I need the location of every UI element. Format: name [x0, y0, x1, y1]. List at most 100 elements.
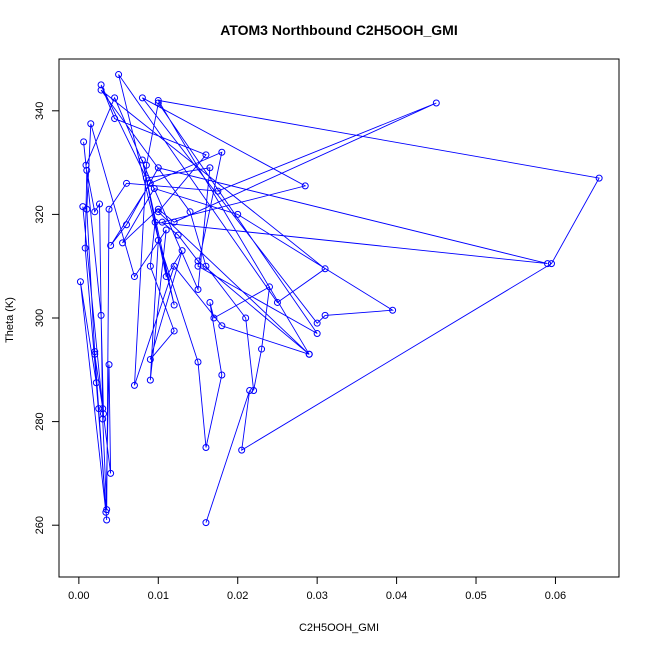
data-point — [91, 348, 99, 356]
data-point — [206, 298, 214, 306]
data-point — [218, 322, 226, 330]
x-tick-label: 0.06 — [545, 590, 566, 602]
data-point — [99, 410, 107, 418]
data-point — [321, 265, 329, 273]
data-point — [99, 415, 107, 423]
x-tick-label: 0.05 — [465, 590, 486, 602]
data-point — [83, 205, 91, 213]
data-point — [97, 311, 105, 319]
data-point — [595, 174, 603, 182]
y-tick-label: 300 — [34, 309, 46, 327]
y-tick-label: 260 — [34, 516, 46, 534]
data-point — [174, 231, 182, 239]
data-point — [151, 218, 159, 226]
data-point — [194, 358, 202, 366]
data-point — [123, 221, 131, 229]
data-point — [87, 120, 95, 128]
data-point — [138, 94, 146, 102]
data-point — [146, 355, 154, 363]
data-point — [170, 327, 178, 335]
data-point — [432, 99, 440, 107]
data-point — [92, 379, 100, 387]
data-point — [273, 298, 281, 306]
data-point — [103, 506, 111, 514]
x-tick-label: 0.01 — [148, 590, 169, 602]
x-tick-label: 0.00 — [68, 590, 89, 602]
data-point — [130, 273, 138, 281]
data-point — [305, 350, 313, 358]
x-tick-label: 0.02 — [227, 590, 248, 602]
data-point — [103, 516, 111, 524]
data-point — [178, 247, 186, 255]
data-point — [150, 185, 158, 192]
x-tick-label: 0.03 — [306, 590, 327, 602]
y-tick-label: 340 — [34, 102, 46, 120]
data-point — [389, 306, 397, 314]
data-point — [214, 187, 222, 195]
data-point — [146, 179, 154, 187]
data-point — [313, 319, 321, 327]
data-point — [142, 161, 150, 169]
chart-title: ATOM3 Northbound C2H5OOH_GMI — [220, 22, 457, 38]
data-point — [321, 311, 329, 319]
data-point — [82, 161, 90, 169]
data-point — [162, 226, 170, 234]
data-point — [154, 99, 162, 107]
data-point — [91, 350, 99, 358]
x-axis: 0.00 0.01 0.02 0.03 0.04 0.05 0.06 — [68, 576, 566, 602]
data-point — [170, 301, 178, 309]
data-point — [107, 241, 115, 249]
data-point — [246, 387, 254, 395]
data-point — [154, 208, 162, 216]
data-point — [81, 244, 89, 252]
data-point — [99, 405, 107, 413]
x-axis-label: C2H5OOH_GMI — [299, 622, 379, 634]
data-point — [138, 156, 146, 164]
data-point — [218, 148, 226, 156]
data-point — [142, 174, 150, 182]
data-point — [154, 164, 162, 172]
y-tick-label: 280 — [34, 412, 46, 430]
data-point — [186, 208, 194, 216]
data-point — [105, 361, 113, 369]
data-point — [301, 182, 309, 190]
data-point — [95, 405, 103, 413]
y-axis: 260 280 300 320 340 — [34, 102, 60, 534]
data-point — [202, 151, 210, 159]
data-point — [96, 200, 104, 208]
data-point — [170, 218, 178, 226]
data-point — [83, 166, 91, 174]
data-point — [154, 96, 162, 104]
data-point — [158, 218, 166, 226]
data-point — [238, 446, 246, 454]
data-point — [202, 262, 210, 270]
data-point — [97, 81, 105, 89]
data-point — [80, 138, 88, 146]
data-point — [210, 314, 218, 322]
data-point — [154, 236, 162, 244]
x-tick-label: 0.04 — [386, 590, 407, 602]
data-point — [547, 260, 555, 268]
data-point — [111, 94, 119, 102]
data-point — [97, 86, 105, 94]
data-point — [111, 115, 119, 123]
data-point — [76, 278, 84, 286]
data-point — [170, 262, 178, 270]
data-point — [218, 371, 226, 379]
data-point — [258, 345, 266, 353]
data-point — [154, 205, 162, 213]
data-point — [119, 239, 127, 247]
data-series — [76, 71, 603, 527]
data-point — [146, 376, 154, 384]
data-point — [123, 179, 131, 187]
data-point — [544, 260, 552, 268]
data-point — [265, 283, 273, 291]
data-point — [107, 469, 115, 477]
data-point — [242, 314, 250, 322]
data-point — [105, 205, 113, 213]
data-point — [206, 164, 214, 172]
data-point — [202, 444, 210, 451]
data-point — [146, 262, 154, 270]
